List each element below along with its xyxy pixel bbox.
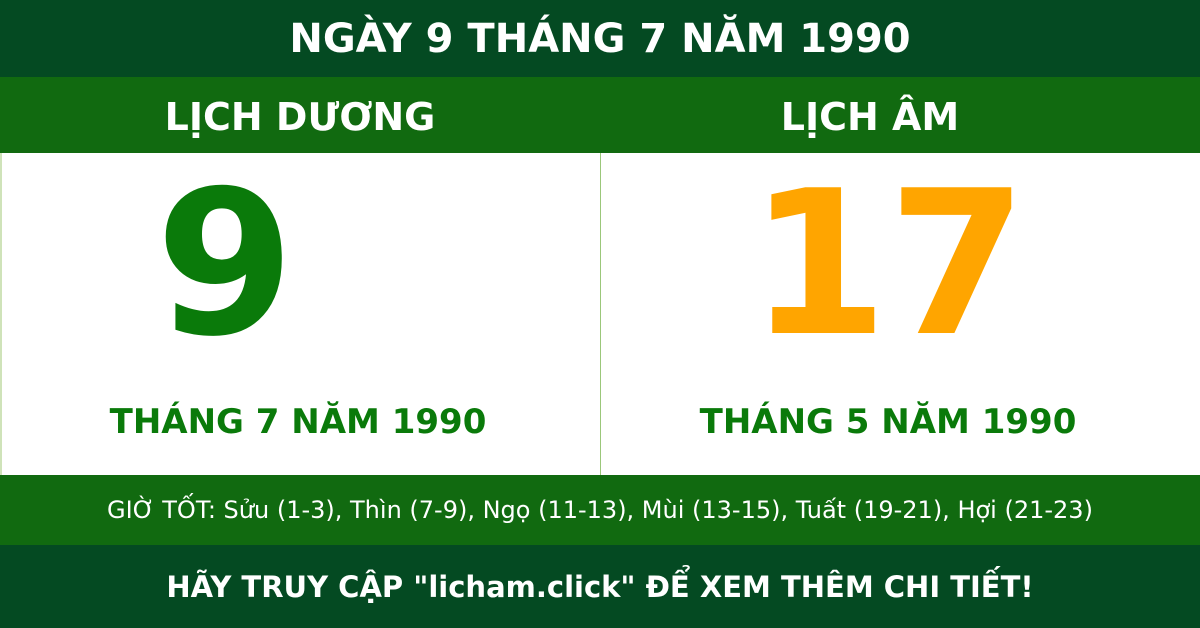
lunar-heading: LỊCH ÂM	[780, 95, 960, 139]
lunar-day: 17	[748, 148, 1028, 381]
solar-panel	[0, 153, 600, 475]
solar-heading: LỊCH DƯƠNG	[164, 95, 436, 139]
left-edge-line	[0, 153, 2, 475]
lunar-month-year: THÁNG 5 NĂM 1990	[699, 402, 1077, 442]
lunar-panel	[600, 153, 1200, 475]
solar-day: 9	[155, 148, 295, 381]
good-hours: GIỜ TỐT: Sửu (1-3), Thìn (7-9), Ngọ (11-…	[0, 475, 1200, 545]
solar-month-year: THÁNG 7 NĂM 1990	[109, 402, 487, 442]
footer-cta: HÃY TRUY CẬP "licham.click" ĐỂ XEM THÊM …	[0, 545, 1200, 628]
panel-divider	[600, 153, 601, 475]
page-title: NGÀY 9 THÁNG 7 NĂM 1990	[0, 0, 1200, 77]
calendar-headers: LỊCH DƯƠNG LỊCH ÂM	[0, 77, 1200, 153]
